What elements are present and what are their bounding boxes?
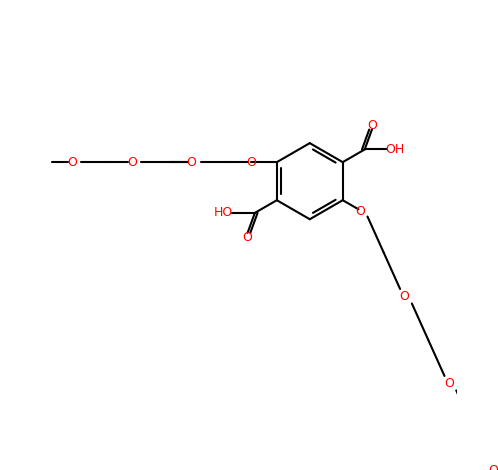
Text: O: O xyxy=(489,464,498,470)
Text: O: O xyxy=(187,156,197,169)
Text: O: O xyxy=(247,156,256,169)
Text: O: O xyxy=(400,290,409,303)
Text: O: O xyxy=(444,376,454,390)
Text: O: O xyxy=(67,156,77,169)
Text: O: O xyxy=(355,205,365,219)
Text: HO: HO xyxy=(214,206,233,219)
Text: O: O xyxy=(367,118,377,132)
Text: OH: OH xyxy=(385,143,404,156)
Text: O: O xyxy=(127,156,137,169)
Text: O: O xyxy=(243,231,252,244)
